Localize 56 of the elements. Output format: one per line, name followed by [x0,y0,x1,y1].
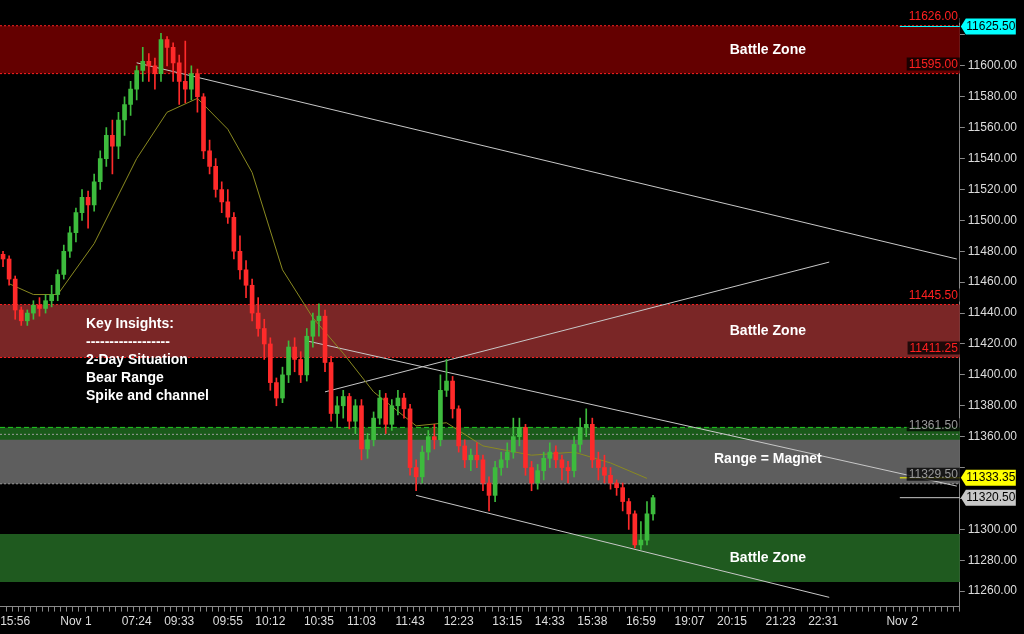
ref-line-label: 11445.50 [908,287,959,302]
annotation: Spike and channel [86,386,209,403]
ref-line-label: 11626.00 [908,9,959,24]
annotation: ------------------ [86,332,171,349]
y-tick-label: 11560.00 [967,120,1018,134]
x-tick-label: 11:03 [346,614,377,629]
x-tick-label: 13:15 [492,614,523,629]
y-tick-label: 11540.00 [967,150,1018,165]
x-tick-label: 09:33 [164,614,195,629]
y-tick-label: 11440.00 [967,305,1018,320]
y-tick-label: 11600.00 [967,58,1018,73]
x-tick-label: 15:38 [577,614,608,629]
y-tick-label: 11300.00 [967,521,1018,536]
x-tick-label: 15:56 [0,614,31,629]
x-tick-label: 07:24 [121,614,153,629]
x-tick-label: 11:43 [395,614,425,629]
ref-line-label: 11411.25 [909,340,959,355]
ref-line-label: 11625.50 [966,18,1016,33]
ref-line-label: 11320.50 [966,490,1016,504]
y-tick-label: 11500.00 [967,212,1018,227]
x-tick-label: 10:35 [303,614,335,629]
band-label: Range = Magnet [714,449,823,466]
x-tick-label: 20:15 [717,614,748,629]
y-tick-label: 11260.00 [967,583,1018,598]
y-tick-label: 11280.00 [967,552,1018,567]
x-tick-label: 21:23 [765,614,796,629]
y-tick-label: 11400.00 [967,367,1018,382]
ref-line-label: 11595.00 [908,56,959,71]
x-tick-label: 12:23 [443,614,474,629]
candlestick [583,408,589,437]
x-tick-label: 09:55 [212,614,244,629]
annotation: 2-Day Situation [86,350,188,367]
x-tick-label: Nov 1 [60,614,92,629]
ref-line-label: 11333.35 [966,470,1016,485]
y-tick-label: 11580.00 [967,89,1018,104]
annotation: Bear Range [86,368,165,385]
candlestick [468,448,474,471]
y-tick-label: 11520.00 [967,181,1018,196]
candlestick [565,461,571,484]
y-tick-label: 11460.00 [967,274,1018,289]
band-label: Battle Zone [729,548,807,565]
y-tick-label: 11360.00 [967,428,1018,443]
x-tick-label: 16:59 [625,614,657,629]
x-tick-label: Nov 2 [886,614,919,629]
x-tick-label: 19:07 [674,614,705,629]
y-tick-label: 11420.00 [967,336,1018,351]
annotation: Key Insights: [86,314,174,331]
ref-line-label: 11329.50 [908,467,959,482]
ref-line-label: 11361.50 [908,417,959,432]
x-tick-label: 10:12 [255,614,286,629]
y-tick-label: 11380.00 [967,398,1018,413]
band-label: Battle Zone [729,40,807,57]
x-tick-label: 22:31 [808,614,839,629]
y-tick-label: 11480.00 [967,243,1018,258]
x-tick-label: 14:33 [534,614,566,629]
band-label: Battle Zone [729,321,807,338]
